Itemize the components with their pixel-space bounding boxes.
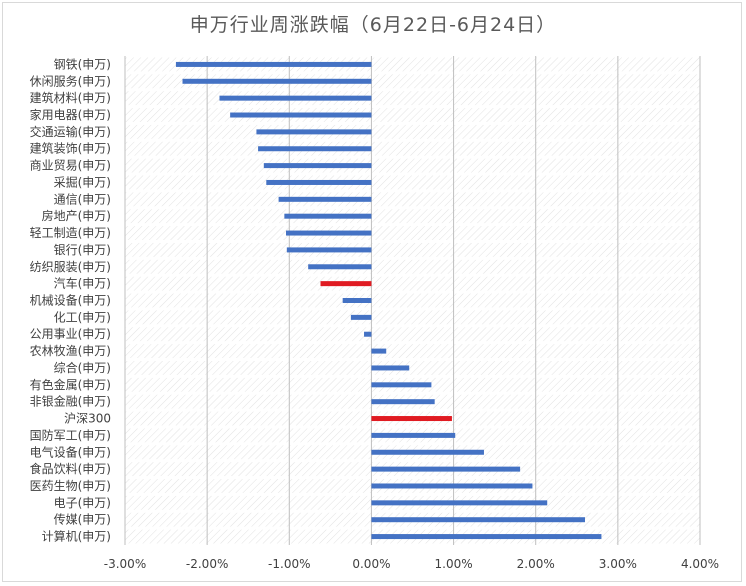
row-band [125,226,700,240]
row-band [125,310,700,325]
category-labels: 钢铁(申万) 休闲服务(申万) 建筑材料(申万) 家用电器(申万) 交通运输(申万) 建筑… [30,57,111,543]
category-label: 有色金属(申万) [30,377,111,392]
bar [371,416,452,422]
category-label: 医药生物(申万) [30,479,111,493]
row-band [125,293,700,308]
x-tick-label: -3.00% [104,557,146,571]
x-tick-labels: -3.00% -2.00% -1.00% 0.00% 1.00% 2.00% 3.00% 4.… [104,557,719,571]
bar [371,483,533,489]
bar [371,399,435,405]
bars [175,61,602,540]
row-band [125,175,700,190]
category-label: 汽车(申万) [54,276,111,291]
category-label: 纺织服装(申万) [30,260,111,274]
bar [286,247,372,253]
bar [371,348,387,354]
bar [284,213,372,219]
category-label: 商业贸易(申万) [30,158,111,173]
category-label: 传媒(申万) [54,512,111,527]
category-label: 沪深300 [64,412,111,426]
bar [371,534,602,540]
chart-title: 申万行业周涨跌幅（6月22日-6月24日） [189,14,557,36]
bar [278,196,372,202]
bar [266,179,372,185]
x-tick-label: 0.00% [352,557,390,571]
x-tick-label: 1.00% [435,557,473,571]
category-label: 房地产(申万) [42,208,111,223]
bar [320,281,372,287]
row-band [125,74,700,89]
bar [371,432,456,438]
row-band [125,209,700,224]
row-band [125,57,700,72]
row-band [125,361,700,375]
category-label: 计算机(申万) [42,529,111,544]
bar [263,163,372,169]
category-label: 轻工制造(申万) [30,226,111,240]
category-label: 机械设备(申万) [30,293,111,308]
category-label: 休闲服务(申万) [30,73,111,88]
bar [364,331,372,337]
category-label: 电子(申万) [54,496,111,510]
category-label: 电气设备(申万) [30,444,111,459]
category-label: 建筑材料(申万) [30,90,111,105]
bar [175,61,372,67]
x-tick-label: 2.00% [517,557,555,571]
x-tick-label: -1.00% [268,557,310,571]
bar [342,298,372,303]
gridlines [124,56,701,545]
bar [308,264,372,270]
category-label: 综合(申万) [54,360,111,375]
x-tick-label: 4.00% [681,557,719,571]
category-label: 建筑装饰(申万) [30,141,111,156]
category-label: 公用事业(申万) [30,327,111,341]
category-label: 采掘(申万) [54,174,111,189]
bar [371,517,585,523]
bar [371,365,410,371]
bar [230,112,372,118]
category-label: 非银金融(申万) [30,394,111,409]
category-label: 农林牧渔(申万) [30,344,111,358]
bar [258,146,372,152]
row-band [125,242,700,257]
row-band [125,344,700,359]
row-band [125,141,700,156]
row-band [125,124,700,139]
category-label: 国防军工(申万) [30,427,111,442]
bar [182,78,372,84]
bar [371,500,548,506]
bar [219,95,372,101]
category-label: 家用电器(申万) [30,107,111,122]
bar [371,382,432,388]
bar [371,466,521,472]
category-label: 通信(申万) [54,192,111,206]
bar [286,230,372,236]
row-band [125,327,700,342]
category-label: 化工(申万) [54,310,111,324]
row-band [125,276,700,291]
row-band [125,158,700,173]
bar [371,449,484,455]
category-label: 交通运输(申万) [30,124,111,139]
row-band [125,108,700,122]
x-tick-label: 3.00% [599,557,637,571]
category-label: 银行(申万) [54,243,111,257]
row-band [125,259,700,274]
x-tick-label: -2.00% [186,557,228,571]
category-label: 钢铁(申万) [54,57,111,71]
row-band [125,192,700,207]
bar [350,314,372,320]
row-band [125,91,700,106]
bar [256,129,372,135]
category-label: 食品饮料(申万) [30,461,111,476]
